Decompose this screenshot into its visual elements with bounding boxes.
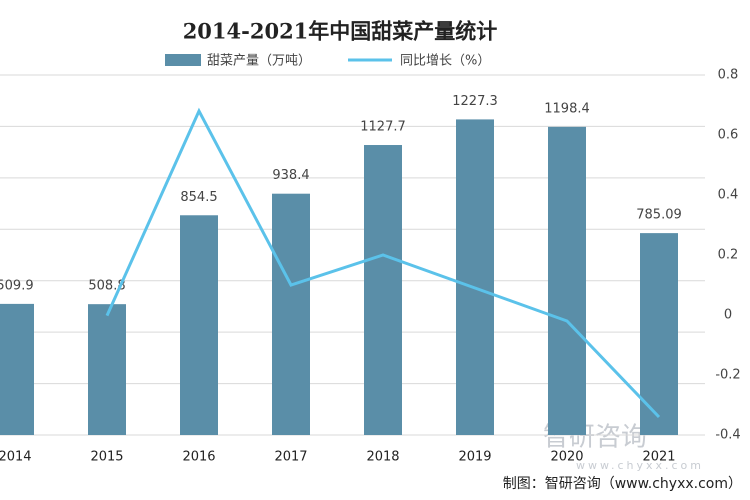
x-tick-label: 2017 (274, 450, 307, 465)
y2-tick-label: -0.2 (715, 368, 740, 383)
x-tick-label: 2014 (0, 450, 32, 465)
data-label: 785.09 (636, 208, 682, 223)
x-tick-label: 2016 (182, 450, 215, 465)
data-label: 1198.4 (544, 101, 590, 116)
y2-tick-label: 0.6 (718, 128, 739, 143)
x-tick-label: 2020 (550, 450, 583, 465)
bar (456, 119, 494, 435)
bar (272, 193, 310, 435)
y2-tick-label: 0.4 (718, 188, 739, 203)
bar (0, 303, 34, 435)
line (105, 107, 661, 419)
bar (88, 304, 126, 435)
watermark-url: www.chyxx.com (576, 459, 704, 472)
data-label: 938.4 (272, 168, 309, 183)
data-label: 1127.7 (360, 120, 406, 135)
data-label: 509.9 (0, 278, 34, 293)
x-tick-label: 2019 (458, 450, 491, 465)
data-label: 1227.3 (452, 94, 498, 109)
y2-tick-label: -0.4 (715, 428, 740, 443)
x-tick-label: 2021 (642, 450, 675, 465)
x-tick-label: 2015 (90, 450, 123, 465)
data-label: 854.5 (180, 190, 217, 205)
y2-tick-label: 0.8 (718, 68, 739, 83)
bar (548, 126, 586, 435)
legend-label: 同比增长（%） (400, 54, 490, 69)
bar (364, 145, 402, 435)
y2-tick-label: 0.2 (718, 248, 739, 263)
bar (640, 233, 678, 435)
x-tick-label: 2018 (366, 450, 399, 465)
data-label: 508.8 (88, 279, 125, 294)
y2-tick-label: 0 (724, 308, 732, 323)
legend-label: 甜菜产量（万吨） (207, 53, 311, 69)
bar (180, 215, 218, 435)
chart-title: 2014-2021年中国甜菜产量统计 (183, 19, 498, 44)
legend-swatch (165, 54, 201, 66)
source: 制图：智研咨询（www.chyxx.com） (503, 476, 742, 492)
